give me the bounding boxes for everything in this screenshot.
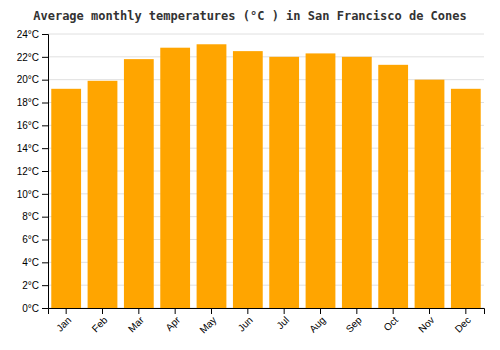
y-tick-label: 18°C <box>17 97 39 108</box>
x-tick-mark <box>356 308 357 314</box>
y-tick-mark <box>42 57 48 58</box>
bar <box>415 80 445 308</box>
x-tick-label: Jun <box>236 314 255 333</box>
x-tick-label: Apr <box>163 314 182 333</box>
x-tick-mark <box>211 308 212 314</box>
x-tick: May <box>197 308 218 336</box>
x-tick: Jul <box>274 308 291 331</box>
y-tick: 16°C <box>17 120 48 131</box>
y-tick: 18°C <box>17 97 48 108</box>
y-axis: 0°C 2°C 4°C 6°C 8°C 10°C 12°C 14°C 16°C 18°C 20°C 2… <box>17 29 49 314</box>
bar <box>51 89 81 308</box>
x-tick-label: Oct <box>381 314 400 333</box>
x-tick-mark <box>138 308 139 314</box>
y-tick-label: 16°C <box>17 120 39 131</box>
y-tick-mark <box>42 262 48 263</box>
grid <box>48 34 484 308</box>
y-tick-label: 12°C <box>17 166 39 177</box>
x-tick-mark <box>284 308 285 314</box>
bar <box>342 57 372 308</box>
x-tick-mark <box>465 308 466 314</box>
y-tick-mark <box>42 308 48 309</box>
y-tick-label: 14°C <box>17 143 39 154</box>
x-tick: Dec <box>453 308 473 335</box>
x-tick-mark <box>247 308 248 314</box>
x-tick: Aug <box>307 308 327 335</box>
y-tick-mark <box>42 217 48 218</box>
y-tick: 8°C <box>22 211 48 222</box>
x-tick-label: Aug <box>307 314 327 334</box>
y-tick: 12°C <box>17 166 48 177</box>
x-tick: Jan <box>54 308 73 334</box>
bar <box>306 53 336 308</box>
x-tick-mark <box>102 308 103 314</box>
y-tick-label: 4°C <box>22 257 39 268</box>
y-tick-label: 22°C <box>17 52 39 63</box>
y-tick-mark <box>42 148 48 149</box>
plot: 0°C 2°C 4°C 6°C 8°C 10°C 12°C 14°C 16°C 18°C 20°C 2… <box>17 29 485 336</box>
y-tick-mark <box>42 194 48 195</box>
bar <box>88 81 118 308</box>
y-tick-mark <box>42 80 48 81</box>
grid-line <box>48 34 484 35</box>
x-tick-label: Feb <box>90 314 110 334</box>
bar <box>160 48 190 308</box>
x-tick: Apr <box>163 308 182 333</box>
y-tick: 0°C <box>22 303 48 314</box>
title: Average monthly temperatures (°C ) in Sa… <box>33 9 466 23</box>
x-tick-mark <box>175 308 176 314</box>
bar <box>233 51 263 308</box>
x-tick-mark <box>320 308 321 314</box>
y-tick: 6°C <box>22 234 48 245</box>
x-tick: Jun <box>236 308 255 334</box>
chart: 0°C 2°C 4°C 6°C 8°C 10°C 12°C 14°C 16°C 18°C 20°C 2… <box>0 0 500 350</box>
y-tick: 10°C <box>17 189 48 200</box>
x-tick-label: Sep <box>344 314 365 335</box>
bar <box>378 65 408 308</box>
y-tick-mark <box>42 103 48 104</box>
x-tick-mark <box>393 308 394 314</box>
x-tick: Sep <box>344 308 365 335</box>
y-tick: 4°C <box>22 257 48 268</box>
x-tick-label: Dec <box>453 314 473 334</box>
x-tick-mark <box>66 308 67 314</box>
y-tick-label: 8°C <box>22 211 39 222</box>
bar <box>451 89 481 308</box>
x-tick-label: Nov <box>416 314 436 334</box>
bar <box>197 44 227 308</box>
y-tick: 24°C <box>17 29 48 40</box>
y-tick-label: 0°C <box>22 303 39 314</box>
y-tick-mark <box>42 240 48 241</box>
y-tick-mark <box>42 285 48 286</box>
bar <box>124 59 154 308</box>
x-tick: Oct <box>381 308 400 333</box>
x-tick-label: Jul <box>274 314 291 331</box>
y-axis-line <box>42 35 49 309</box>
y-tick-label: 10°C <box>17 189 39 200</box>
x-tick-label: May <box>197 314 218 335</box>
y-tick: 22°C <box>17 52 48 63</box>
y-tick-mark <box>42 125 48 126</box>
x-tick: Feb <box>90 308 110 334</box>
x-tick-mark <box>429 308 430 314</box>
y-tick-label: 2°C <box>22 280 39 291</box>
x-tick-label: Mar <box>126 314 146 334</box>
grid-line <box>48 56 484 57</box>
x-axis-line <box>49 309 485 315</box>
y-tick-label: 24°C <box>17 29 39 40</box>
x-tick: Nov <box>416 308 436 335</box>
bars <box>51 44 480 308</box>
y-tick: 2°C <box>22 280 48 291</box>
y-tick: 20°C <box>17 74 48 85</box>
y-tick-label: 6°C <box>22 234 39 245</box>
bar <box>269 57 299 308</box>
y-tick-mark <box>42 171 48 172</box>
y-tick-mark <box>42 34 48 35</box>
x-axis: Jan Feb Mar Apr May Jun Jul Aug Sep Oct Nov Dec <box>49 308 485 336</box>
y-tick: 14°C <box>17 143 48 154</box>
y-tick-label: 20°C <box>17 74 39 85</box>
x-tick: Mar <box>126 308 146 334</box>
x-tick-label: Jan <box>54 314 73 333</box>
